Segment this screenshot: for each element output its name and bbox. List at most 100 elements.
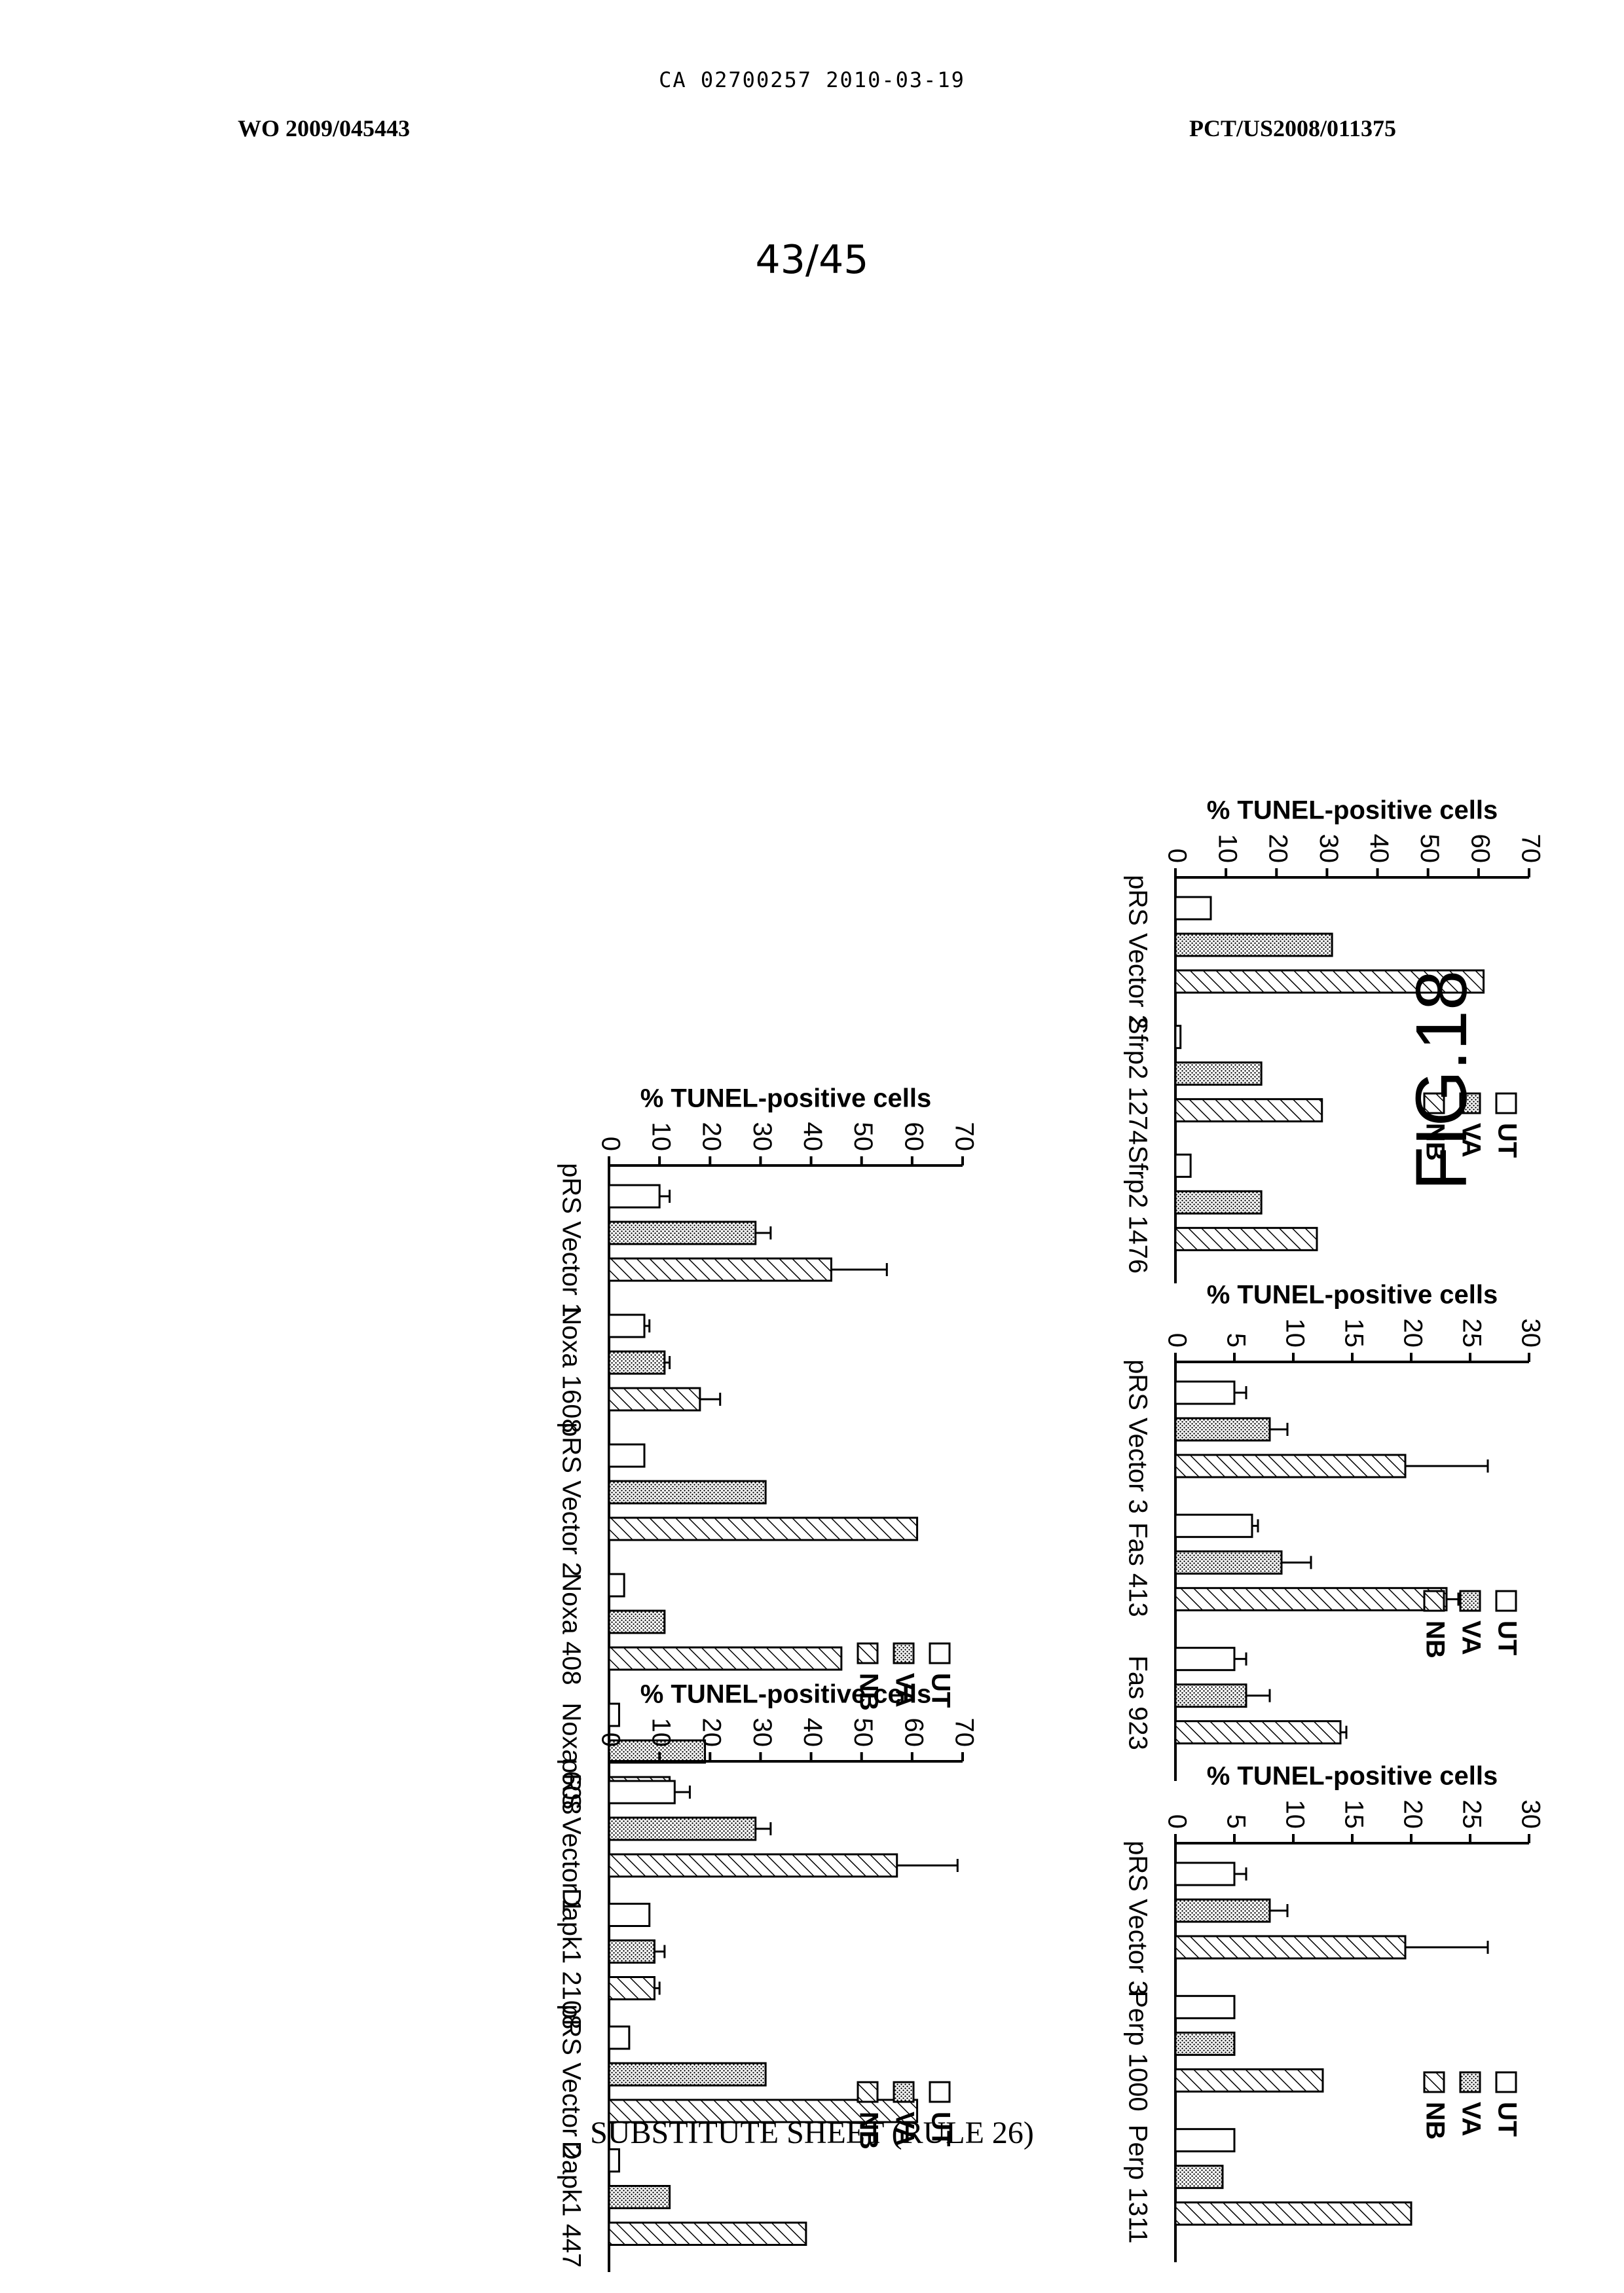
bar-va	[1175, 1063, 1261, 1085]
bar-va	[1175, 934, 1332, 956]
category-label: Fas 413	[1123, 1522, 1152, 1617]
y-axis-label: % TUNEL-positive cells	[1207, 1762, 1498, 1791]
y-tick-label: 30	[1314, 834, 1343, 864]
y-tick-label: 25	[1457, 1319, 1486, 1348]
category-label: Sfrp2 1476	[1123, 1145, 1152, 1274]
y-tick-label: 70	[1516, 834, 1545, 864]
bar-nb	[1175, 2203, 1411, 2225]
y-tick-label: 60	[899, 1718, 928, 1748]
bar-va	[609, 1481, 766, 1503]
bar-ut	[1175, 1863, 1234, 1885]
y-tick-label: 0	[596, 1733, 625, 1747]
bar-nb	[1175, 1228, 1317, 1250]
y-tick-label: 5	[1221, 1814, 1250, 1829]
legend-swatch	[1460, 2072, 1480, 2092]
y-tick-label: 20	[1398, 1800, 1427, 1829]
legend-swatch	[894, 1643, 913, 1663]
y-tick-label: 60	[1466, 834, 1494, 864]
bar-nb	[1175, 1936, 1405, 1958]
legend-swatch	[930, 1643, 950, 1663]
bar-va	[1175, 1899, 1270, 1922]
y-tick-label: 0	[596, 1137, 625, 1151]
y-tick-label: 30	[1516, 1319, 1545, 1348]
legend-swatch	[1496, 2072, 1516, 2092]
legend-swatch	[1424, 2072, 1444, 2092]
legend-swatch	[858, 1643, 877, 1663]
bar-va	[609, 1611, 665, 1633]
y-tick-label: 20	[1264, 834, 1293, 864]
y-axis-label: % TUNEL-positive cells	[640, 1680, 932, 1709]
y-tick-label: 15	[1339, 1800, 1368, 1829]
legend-label: UT	[1492, 1621, 1521, 1655]
legend-swatch	[858, 2082, 877, 2102]
category-label: pRS Vector 3	[1123, 1841, 1152, 1995]
category-label: pRS Vector 3	[1123, 1359, 1152, 1514]
bar-ut	[1175, 1026, 1181, 1048]
legend-swatch	[1496, 1591, 1516, 1611]
bar-nb	[609, 1518, 917, 1540]
bar-nb	[609, 2223, 806, 2245]
bar-va	[609, 2063, 766, 2085]
y-tick-label: 10	[647, 1718, 676, 1748]
y-axis-label: % TUNEL-positive cells	[1207, 796, 1498, 825]
bar-va	[1175, 1685, 1246, 1707]
y-tick-label: 10	[1280, 1319, 1309, 1348]
bar-nb	[609, 1854, 897, 1877]
chart-dapk1: 010203040506070% TUNEL-positive cellspRS…	[557, 1680, 978, 2272]
bar-ut	[609, 1574, 624, 1596]
bar-ut	[1175, 1996, 1234, 2018]
bar-ut	[609, 1781, 674, 1803]
bar-nb	[1175, 1588, 1447, 1610]
bar-va	[1175, 1191, 1261, 1213]
legend: UTVANB	[1420, 1591, 1521, 1659]
y-tick-label: 10	[1213, 834, 1242, 864]
bar-ut	[609, 1185, 659, 1207]
footer-text: SUBSTITUTE SHEET (RULE 26)	[0, 2115, 1624, 2151]
y-tick-label: 0	[1162, 1333, 1191, 1348]
y-axis-label: % TUNEL-positive cells	[640, 1084, 932, 1113]
bar-nb	[609, 1258, 831, 1281]
legend-label: UT	[1492, 1123, 1521, 1158]
y-tick-label: 60	[899, 1122, 928, 1152]
bar-ut	[1175, 1382, 1234, 1404]
bar-nb	[1175, 1721, 1340, 1744]
bar-ut	[609, 2150, 619, 2172]
bar-ut	[1175, 1154, 1190, 1177]
bar-nb	[609, 1388, 700, 1410]
y-tick-label: 40	[798, 1122, 827, 1152]
bar-ut	[609, 2027, 629, 2049]
bar-nb	[609, 1977, 654, 2000]
legend-swatch	[894, 2082, 913, 2102]
bar-va	[609, 1222, 756, 1244]
y-tick-label: 30	[748, 1122, 777, 1152]
bar-ut	[609, 1444, 644, 1467]
bar-ut	[609, 1904, 650, 1926]
bar-nb	[1175, 1099, 1322, 1122]
y-tick-label: 0	[1162, 849, 1191, 863]
bar-va	[609, 1351, 665, 1374]
legend-label: VA	[1456, 1621, 1485, 1655]
y-tick-label: 50	[849, 1718, 877, 1748]
bar-nb	[609, 1647, 841, 1670]
chart-fas: 051015202530% TUNEL-positive cellspRS Ve…	[1123, 1281, 1545, 1781]
y-tick-label: 15	[1339, 1319, 1368, 1348]
y-tick-label: 70	[950, 1718, 978, 1748]
y-tick-label: 30	[1516, 1800, 1545, 1829]
legend-swatch	[1496, 1093, 1516, 1113]
category-label: pRS Vector 2	[557, 1422, 585, 1577]
category-label: Noxa 408	[557, 1573, 585, 1685]
bar-nb	[1175, 1455, 1405, 1477]
category-label: pRS Vector 1	[557, 1163, 585, 1317]
category-label: Sfrp2 1274	[1123, 1017, 1152, 1145]
category-label: Perp 1000	[1123, 1990, 1152, 2112]
y-tick-label: 50	[849, 1122, 877, 1152]
y-axis-label: % TUNEL-positive cells	[1207, 1281, 1498, 1310]
category-label: Fas 923	[1123, 1655, 1152, 1750]
legend-swatch	[1424, 1591, 1444, 1611]
y-tick-label: 10	[1280, 1800, 1309, 1829]
legend-swatch	[1460, 1591, 1480, 1611]
bar-ut	[1175, 897, 1211, 919]
figure-label: FIG.18	[1401, 970, 1482, 1190]
y-tick-label: 30	[748, 1718, 777, 1748]
